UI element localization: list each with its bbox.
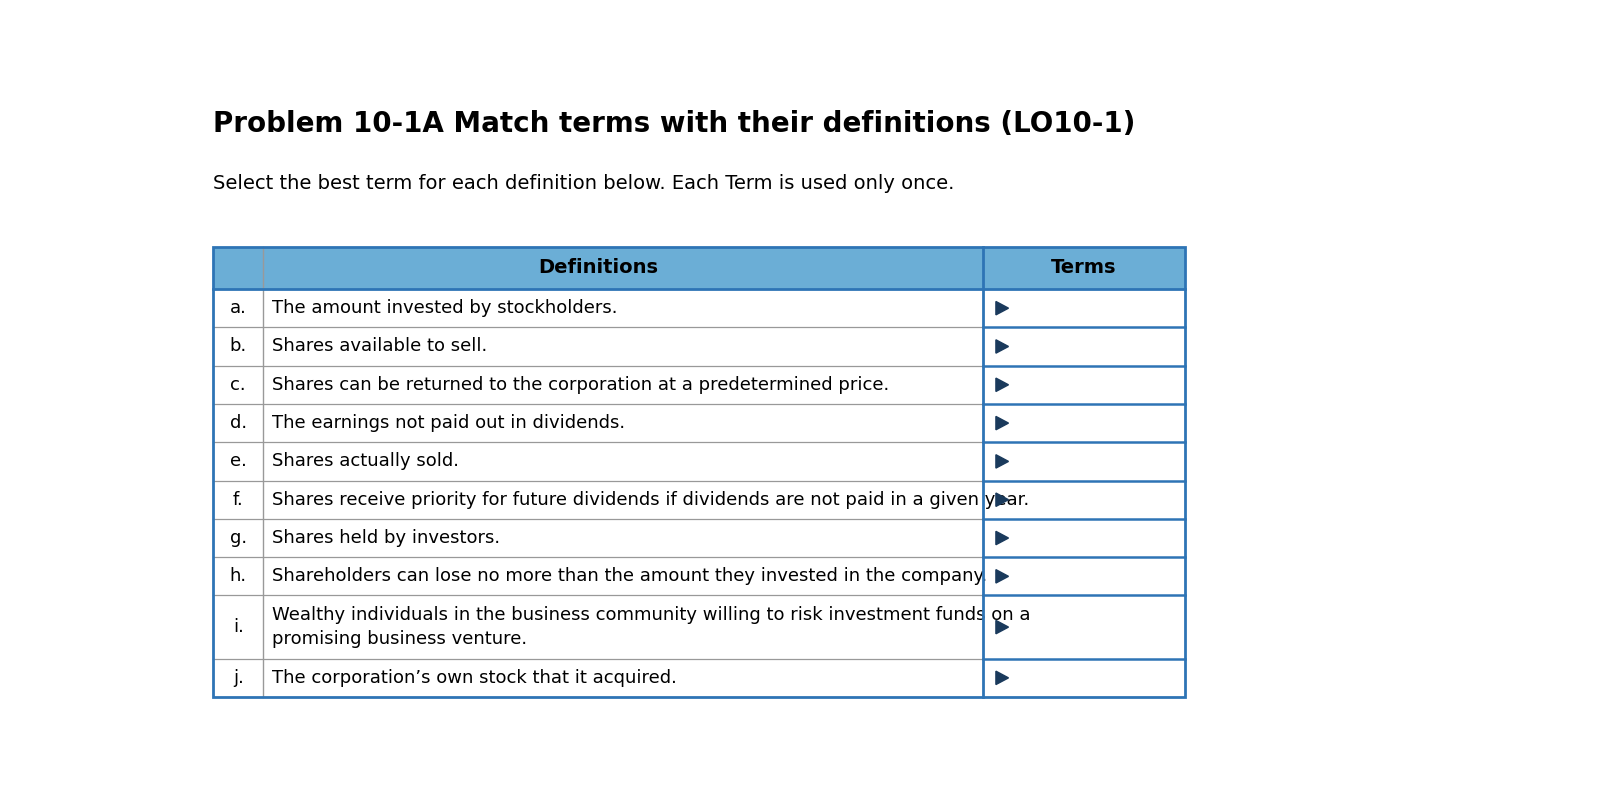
Text: g.: g. bbox=[229, 529, 247, 547]
Text: d.: d. bbox=[229, 414, 247, 432]
Text: a.: a. bbox=[230, 299, 247, 317]
Text: f.: f. bbox=[232, 491, 243, 509]
Polygon shape bbox=[995, 532, 1008, 545]
Text: c.: c. bbox=[230, 376, 247, 393]
Text: Shares available to sell.: Shares available to sell. bbox=[273, 337, 487, 356]
Text: Terms: Terms bbox=[1050, 258, 1117, 277]
Text: Shares actually sold.: Shares actually sold. bbox=[273, 453, 459, 470]
Polygon shape bbox=[995, 378, 1008, 392]
Text: h.: h. bbox=[229, 567, 247, 585]
Text: Definitions: Definitions bbox=[537, 258, 657, 277]
Text: Shares held by investors.: Shares held by investors. bbox=[273, 529, 500, 547]
Polygon shape bbox=[995, 302, 1008, 315]
Text: Problem 10-1A Match terms with their definitions (LO10-1): Problem 10-1A Match terms with their def… bbox=[213, 110, 1134, 138]
Text: j.: j. bbox=[232, 669, 243, 687]
Bar bbox=[213, 246, 1185, 289]
Text: Shares receive priority for future dividends if dividends are not paid in a give: Shares receive priority for future divid… bbox=[273, 491, 1029, 509]
Polygon shape bbox=[995, 416, 1008, 430]
Text: The amount invested by stockholders.: The amount invested by stockholders. bbox=[273, 299, 617, 317]
Text: b.: b. bbox=[229, 337, 247, 356]
Text: i.: i. bbox=[232, 618, 243, 636]
Polygon shape bbox=[995, 340, 1008, 353]
Text: Wealthy individuals in the business community willing to risk investment funds o: Wealthy individuals in the business comm… bbox=[273, 606, 1031, 649]
Text: The earnings not paid out in dividends.: The earnings not paid out in dividends. bbox=[273, 414, 625, 432]
Polygon shape bbox=[995, 672, 1008, 685]
Text: The corporation’s own stock that it acquired.: The corporation’s own stock that it acqu… bbox=[273, 669, 677, 687]
Polygon shape bbox=[995, 455, 1008, 468]
Text: Shareholders can lose no more than the amount they invested in the company.: Shareholders can lose no more than the a… bbox=[273, 567, 987, 585]
Text: Select the best term for each definition below. Each Term is used only once.: Select the best term for each definition… bbox=[213, 174, 954, 193]
Polygon shape bbox=[995, 493, 1008, 506]
Text: e.: e. bbox=[230, 453, 247, 470]
Polygon shape bbox=[995, 570, 1008, 583]
Polygon shape bbox=[995, 620, 1008, 634]
Text: Shares can be returned to the corporation at a predetermined price.: Shares can be returned to the corporatio… bbox=[273, 376, 889, 393]
